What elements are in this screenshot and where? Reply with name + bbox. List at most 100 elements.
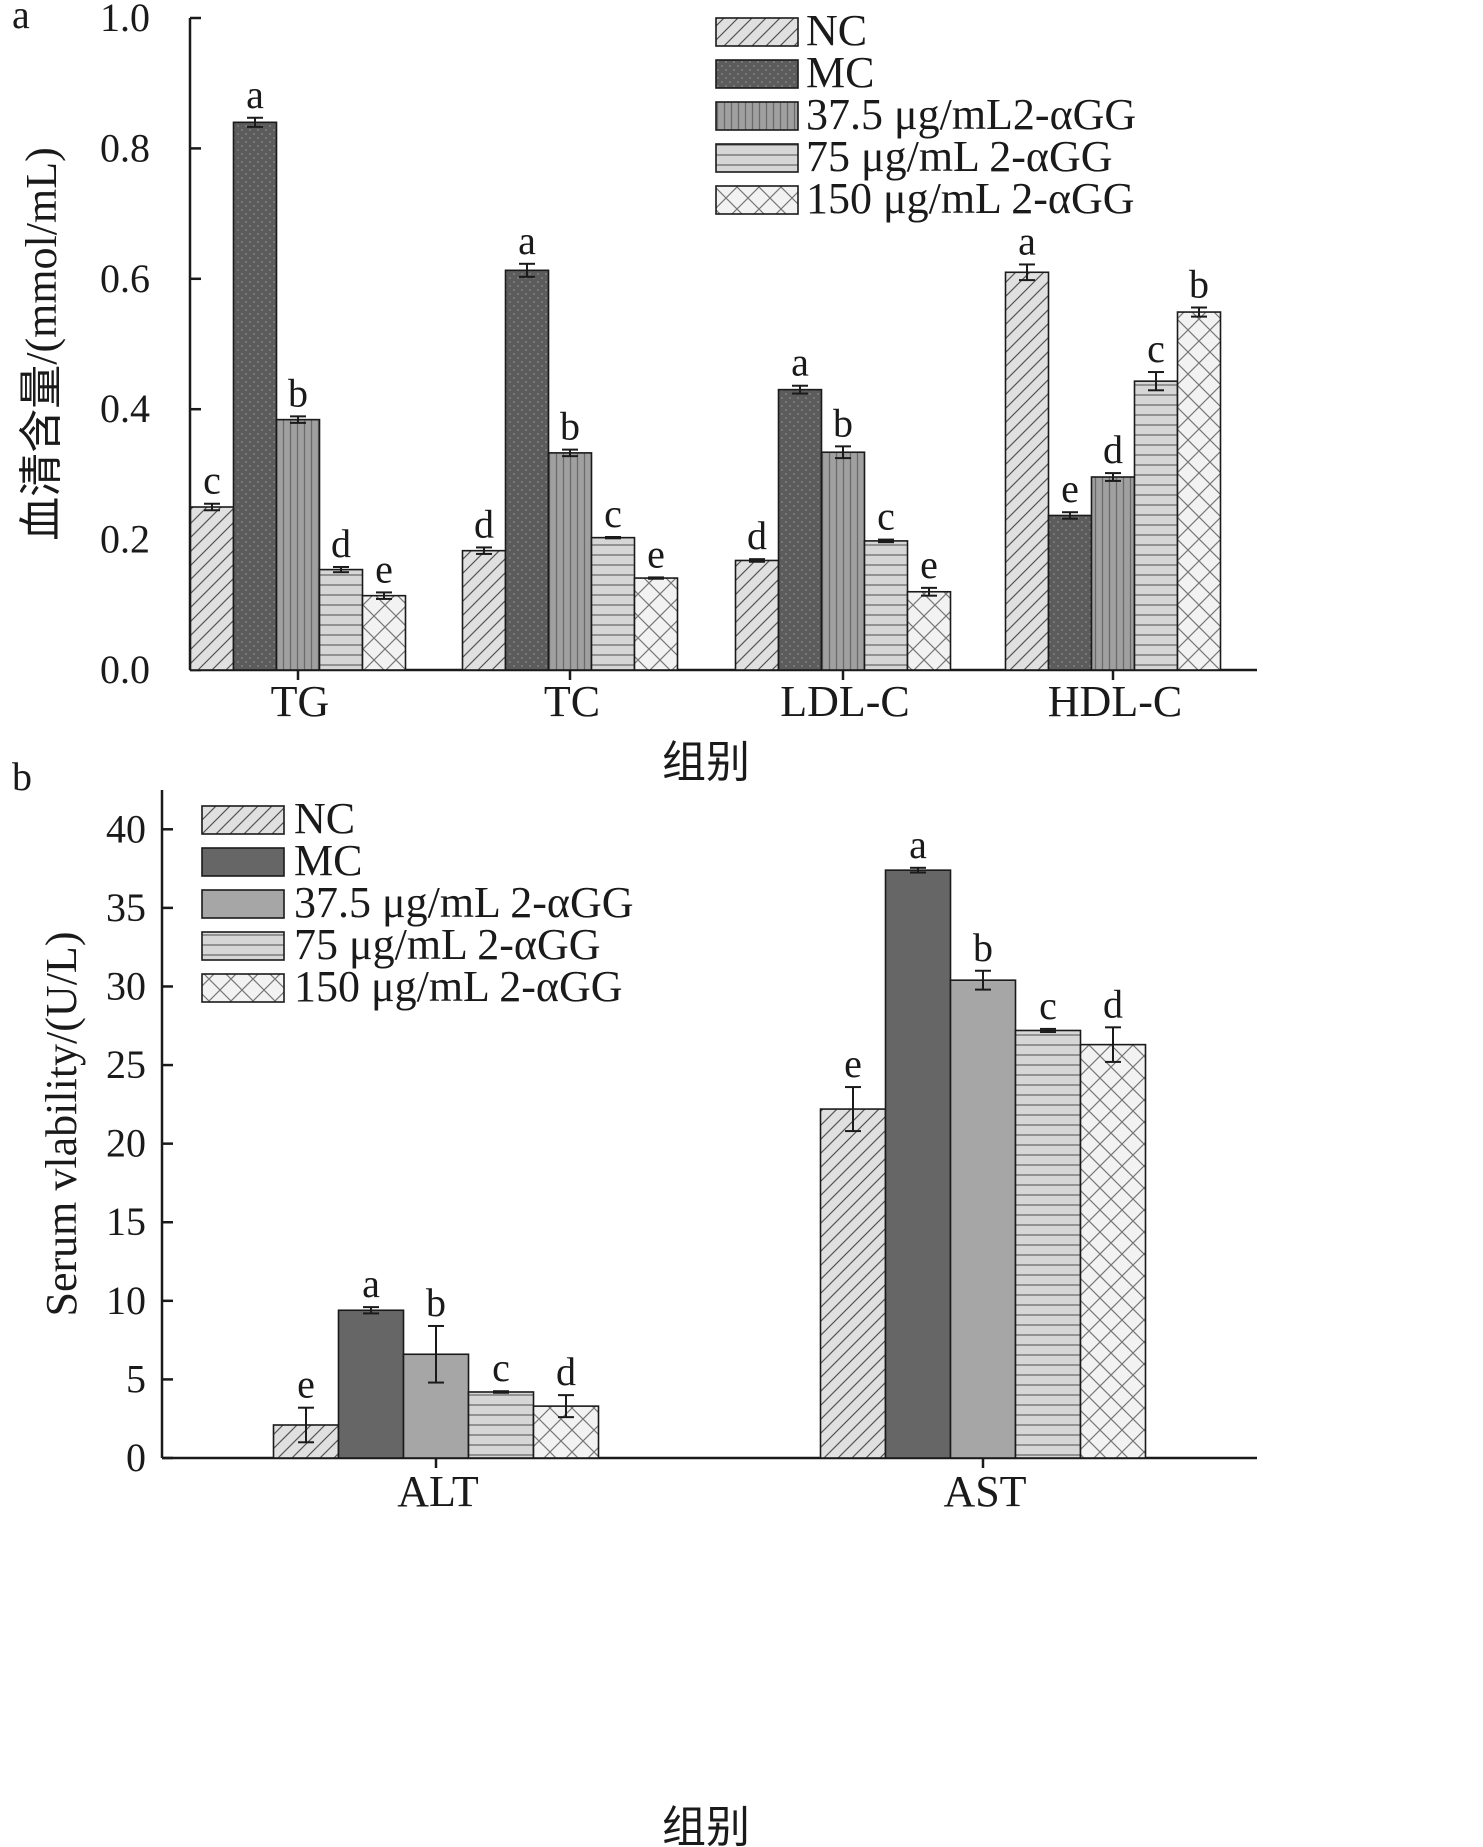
- panel-letter: a: [12, 0, 30, 37]
- significance-letter: e: [375, 546, 393, 591]
- bar: [820, 451, 866, 671]
- x-category-label: LDL-C: [780, 677, 910, 726]
- panel-b: b 0 5 10 15 20 25 30 35 40 ALT AST 组别 Serum vlability…: [12, 754, 1257, 1847]
- legend-swatch: [715, 17, 799, 47]
- significance-letter: a: [362, 1261, 380, 1306]
- bar: [777, 388, 823, 671]
- significance-letter: d: [1103, 981, 1123, 1026]
- legend-swatch: [201, 805, 285, 835]
- y-tick-label: 30: [106, 963, 146, 1008]
- significance-letter: d: [331, 521, 351, 566]
- y-axis-title: Serum vlability/(U/L): [37, 932, 86, 1317]
- significance-letter: b: [833, 400, 853, 445]
- significance-letter: b: [973, 925, 993, 970]
- x-category-label: TC: [544, 677, 600, 726]
- x-category-label: AST: [943, 1467, 1026, 1516]
- significance-letter: e: [1061, 466, 1079, 511]
- significance-letter: d: [747, 513, 767, 558]
- legend-label: 150 μg/mL 2-αGG: [806, 174, 1135, 223]
- bar: [819, 1108, 887, 1459]
- legend-swatch: [715, 185, 799, 215]
- bar: [1176, 311, 1222, 671]
- legend-label: 37.5 μg/mL 2-αGG: [294, 878, 634, 927]
- bar: [1079, 1043, 1147, 1459]
- y-tick-label: 15: [106, 1199, 146, 1244]
- y-tick-label: 0: [126, 1435, 146, 1480]
- y-tick-label: 40: [106, 806, 146, 851]
- bar: [949, 979, 1017, 1459]
- significance-letter: c: [1147, 326, 1165, 371]
- y-tick-label: 0.0: [100, 647, 150, 692]
- bar: [461, 549, 507, 671]
- legend-label: MC: [806, 48, 874, 97]
- significance-letter: d: [1103, 427, 1123, 472]
- bar: [361, 594, 407, 671]
- bar: [1133, 380, 1179, 671]
- panel-letter: b: [12, 754, 32, 799]
- bar: [275, 418, 321, 671]
- significance-letter: e: [297, 1362, 315, 1407]
- x-axis-title: 组别: [662, 1803, 750, 1847]
- bar: [189, 506, 235, 671]
- significance-letter: a: [1018, 218, 1036, 263]
- bar: [337, 1309, 405, 1459]
- legend-label: MC: [294, 836, 362, 885]
- y-tick-label: 1.0: [100, 0, 150, 40]
- legend-label: 37.5 μg/mL2-αGG: [806, 90, 1136, 139]
- significance-letter: a: [791, 340, 809, 385]
- significance-letter: c: [604, 491, 622, 536]
- bar: [504, 269, 550, 671]
- significance-letter: d: [474, 501, 494, 546]
- significance-letter: e: [920, 542, 938, 587]
- legend-swatch: [715, 101, 799, 131]
- significance-letter: e: [844, 1041, 862, 1086]
- significance-letter: c: [203, 458, 221, 503]
- bar: [863, 540, 909, 671]
- bar: [1090, 476, 1136, 671]
- significance-letter: b: [288, 370, 308, 415]
- y-tick-label: 0.2: [100, 517, 150, 562]
- significance-letter: a: [518, 218, 536, 263]
- bar: [547, 452, 593, 671]
- panel-a: a 0.0 0.2 0.4 0.6 0.8 1.0 TG TC LDL-C HDL-C 组别 血清含量/…: [12, 0, 1257, 787]
- y-tick-label: 0.6: [100, 256, 150, 301]
- legend-swatch: [201, 931, 285, 961]
- x-category-label: ALT: [397, 1467, 479, 1516]
- significance-letter: a: [909, 822, 927, 867]
- significance-letter: c: [492, 1345, 510, 1390]
- bar: [633, 577, 679, 671]
- significance-letter: d: [556, 1349, 576, 1394]
- bar: [1047, 514, 1093, 671]
- bar: [467, 1391, 535, 1459]
- y-tick-label: 25: [106, 1042, 146, 1087]
- y-tick-label: 20: [106, 1121, 146, 1166]
- significance-letter: b: [1189, 261, 1209, 306]
- significance-letter: a: [246, 72, 264, 117]
- bar: [232, 121, 278, 671]
- y-tick-label: 35: [106, 885, 146, 930]
- x-category-label: HDL-C: [1048, 677, 1182, 726]
- legend-label: 75 μg/mL 2-αGG: [806, 132, 1113, 181]
- legend-label: NC: [294, 794, 355, 843]
- legend-label: 150 μg/mL 2-αGG: [294, 962, 623, 1011]
- bar: [590, 536, 636, 671]
- y-tick-label: 10: [106, 1278, 146, 1323]
- significance-letter: e: [647, 531, 665, 576]
- y-tick-label: 5: [126, 1356, 146, 1401]
- legend-swatch: [715, 143, 799, 173]
- significance-letter: b: [560, 404, 580, 449]
- y-tick-label: 0.8: [100, 125, 150, 170]
- legend-swatch: [201, 889, 285, 919]
- bar: [906, 590, 952, 671]
- legend-swatch: [715, 59, 799, 89]
- legend-label: NC: [806, 6, 867, 55]
- legend-label: 75 μg/mL 2-αGG: [294, 920, 601, 969]
- legend-swatch: [201, 973, 285, 1003]
- x-axis-title: 组别: [662, 738, 750, 787]
- y-tick-label: 0.4: [100, 386, 150, 431]
- significance-letter: b: [426, 1280, 446, 1325]
- significance-letter: c: [877, 494, 895, 539]
- significance-letter: c: [1039, 983, 1057, 1028]
- bar: [734, 559, 780, 671]
